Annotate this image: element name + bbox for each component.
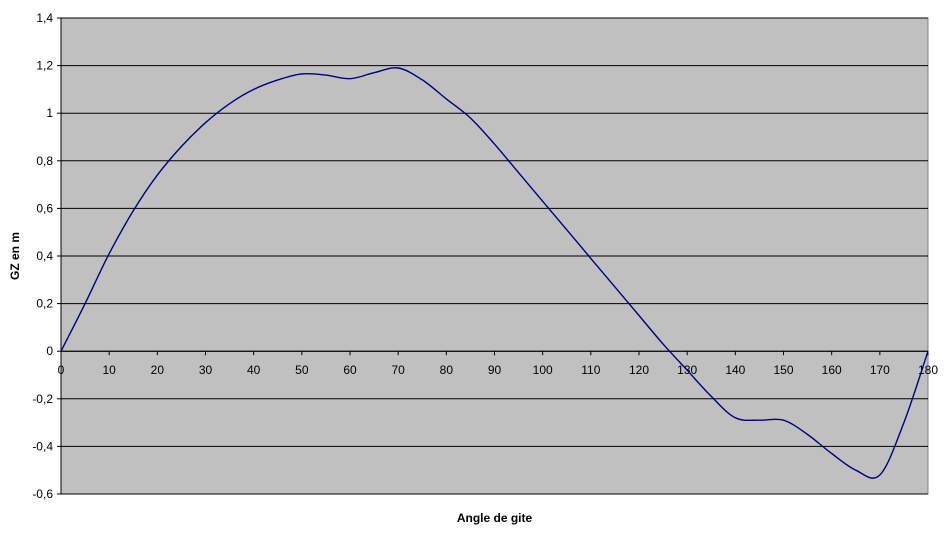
x-tick-label: 10 bbox=[102, 363, 116, 377]
y-tick-label: 1 bbox=[46, 106, 53, 120]
x-tick-label: 110 bbox=[581, 363, 600, 377]
x-tick-label: 180 bbox=[918, 363, 938, 377]
x-tick-label: 170 bbox=[870, 363, 890, 377]
grid-lines bbox=[61, 17, 928, 495]
y-tick-label: 0,2 bbox=[36, 297, 53, 311]
x-tick-label: 50 bbox=[295, 363, 309, 377]
x-tick-label: 150 bbox=[773, 363, 793, 377]
y-tick-label: 0,4 bbox=[36, 249, 53, 263]
x-tick-label: 120 bbox=[629, 363, 649, 377]
x-tick-label: 140 bbox=[725, 363, 745, 377]
x-tick-label: 0 bbox=[58, 363, 65, 377]
gz-curve-line bbox=[60, 67, 929, 479]
y-tick-label: 0,6 bbox=[36, 201, 53, 215]
x-tick-label: 30 bbox=[199, 363, 213, 377]
y-tick-label: -0,4 bbox=[32, 439, 53, 453]
x-tick-label: 90 bbox=[488, 363, 502, 377]
y-tick-label: -0,6 bbox=[32, 487, 53, 501]
x-tick-label: 100 bbox=[533, 363, 553, 377]
y-tick-label: 0 bbox=[46, 344, 53, 358]
y-axis-title: GZ en m bbox=[8, 232, 22, 280]
x-tick-label: 20 bbox=[151, 363, 165, 377]
y-tick-label: 0,8 bbox=[36, 154, 53, 168]
x-tick-label: 70 bbox=[391, 363, 405, 377]
x-tick-label: 40 bbox=[247, 363, 261, 377]
x-tick-label: 60 bbox=[343, 363, 357, 377]
y-tick-label: -0,2 bbox=[32, 392, 53, 406]
x-axis-ticks: 0 10 20 30 40 50 60 70 80 90 100 110 120 130 140 150 160… bbox=[58, 350, 938, 377]
y-axis-ticks: -0,6 -0,4 -0,2 0 0,2 0,4 0,6 0,8 1 1,2 1,4 bbox=[32, 11, 62, 501]
y-tick-label: 1,4 bbox=[36, 11, 53, 25]
y-tick-label: 1,2 bbox=[36, 59, 53, 73]
x-tick-label: 160 bbox=[822, 363, 842, 377]
x-tick-label: 80 bbox=[440, 363, 454, 377]
x-axis-title: Angle de gite bbox=[457, 511, 533, 525]
